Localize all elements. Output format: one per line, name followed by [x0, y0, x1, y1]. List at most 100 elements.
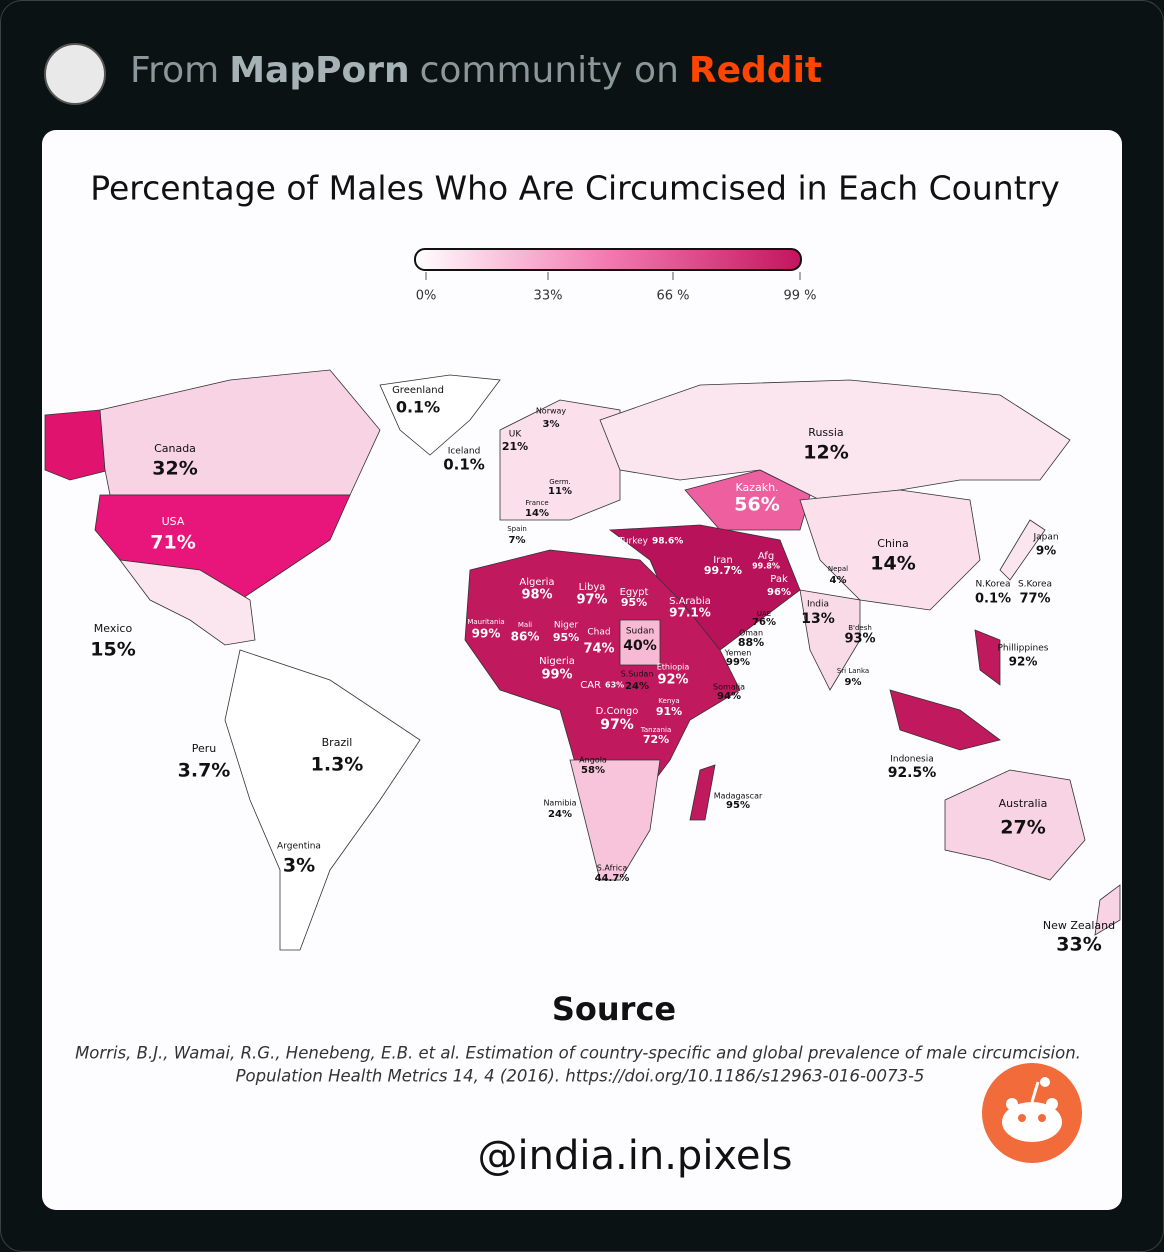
country-name: Iran — [713, 555, 733, 566]
country-name: Libya — [579, 582, 606, 593]
country-value: 15% — [90, 639, 135, 661]
country-name: Kazakh. — [735, 481, 778, 494]
country-value: 96% — [767, 587, 791, 598]
country-value: 14% — [870, 553, 915, 575]
country-value: 9% — [1036, 544, 1056, 558]
country-name: Phillippines — [998, 644, 1049, 654]
header-middle: community on — [419, 50, 679, 91]
country-name: Iceland — [448, 447, 481, 457]
country-name: USA — [162, 515, 185, 528]
country-name: Australia — [999, 797, 1048, 810]
post-card: Percentage of Males Who Are Circumcised … — [42, 130, 1122, 1210]
country-name: Tanzania — [640, 726, 671, 734]
legend-tick-label: 66 % — [656, 289, 689, 304]
country-value: 24% — [548, 809, 572, 820]
country-value: 74% — [583, 642, 614, 657]
country-value: 95% — [553, 631, 579, 644]
country-name: Peru — [192, 742, 217, 755]
reddit-icon[interactable] — [982, 1063, 1082, 1163]
header: From MapPorn community on Reddit — [130, 50, 822, 91]
legend-tick-label: 99 % — [783, 289, 816, 304]
country-name: D.Congo — [596, 706, 639, 717]
country-name: Nigeria — [539, 656, 575, 667]
country-name: Spain — [507, 525, 527, 533]
country-value: 0.1% — [443, 456, 485, 474]
header-prefix: From — [130, 50, 220, 91]
map-image: Percentage of Males Who Are Circumcised … — [44, 169, 1121, 1179]
country-value: 99.7% — [704, 564, 742, 577]
legend-tick-label: 0% — [416, 289, 437, 304]
country-name: Russia — [808, 426, 843, 439]
country-value: 76% — [752, 617, 776, 628]
country-name: Canada — [154, 442, 196, 455]
country-name: India — [807, 600, 829, 610]
country-value: 92% — [1009, 655, 1038, 669]
country-value: 3% — [283, 855, 315, 877]
country-value: 97% — [600, 717, 634, 733]
country-value: 7% — [509, 535, 526, 546]
country-value: 92.5% — [888, 765, 937, 781]
country-name: Somalia — [713, 683, 745, 692]
country-value: 3.7% — [178, 760, 231, 782]
country-value: 12% — [803, 442, 848, 464]
country-name: Norway — [536, 407, 567, 416]
platform-name[interactable]: Reddit — [688, 50, 823, 91]
country-value: 71% — [150, 532, 195, 554]
country-value: 13% — [801, 611, 835, 627]
country-name: Indonesia — [890, 755, 934, 765]
country-value: 86% — [511, 630, 540, 644]
country-name: Pak — [770, 574, 788, 585]
country-value: 77% — [1019, 592, 1050, 607]
country-value: 98.6% — [652, 537, 683, 547]
country-value: 99% — [541, 668, 572, 683]
country-name: Algeria — [519, 577, 554, 588]
country-name: S.Arabia — [669, 596, 711, 607]
source-heading: Source — [552, 990, 676, 1028]
country-name: S.Korea — [1018, 580, 1052, 590]
country-name: Sri Lanka — [837, 667, 869, 675]
country-name: Oman — [739, 629, 763, 638]
community-logo[interactable] — [44, 43, 106, 105]
country-name: UK — [509, 430, 523, 440]
country-name: New Zealand — [1043, 919, 1115, 932]
country-name: Namibia — [543, 799, 576, 808]
country-value: 88% — [738, 636, 764, 649]
country-name: Angola — [579, 756, 607, 765]
country-name: N.Korea — [975, 580, 1010, 590]
country-name: S.Sudan — [621, 670, 654, 679]
country-value: 0.1% — [396, 398, 440, 417]
country-name: France — [525, 499, 548, 507]
country-value: 99% — [472, 627, 501, 641]
country-value: 94% — [717, 691, 741, 702]
country-value: 93% — [844, 632, 875, 647]
country-value: 97.1% — [669, 606, 711, 620]
country-value: 4% — [830, 575, 847, 586]
country-value: 44.7% — [595, 873, 630, 884]
map-title: Percentage of Males Who Are Circumcised … — [90, 169, 1060, 208]
country-name: Mexico — [94, 622, 133, 635]
country-value: 21% — [502, 440, 528, 453]
country-value: 33% — [1056, 934, 1101, 956]
country-name: Sudan — [626, 627, 654, 637]
country-name: Nepal — [828, 565, 848, 573]
country-name: Japan — [1032, 533, 1058, 543]
country-name: Mali — [518, 621, 532, 629]
country-name: Afg — [758, 551, 774, 562]
country-name: Brazil — [322, 736, 353, 749]
country-name: B'desh — [848, 624, 872, 632]
country-name: Greenland — [392, 385, 444, 396]
author-handle: @india.in.pixels — [478, 1133, 793, 1179]
country-name: Madagascar — [714, 792, 763, 801]
country-value: 58% — [581, 765, 605, 776]
country-value: 3% — [543, 419, 560, 430]
country-value: 95% — [726, 800, 750, 811]
country-name: Chad — [587, 628, 610, 638]
citation-line: Morris, B.J., Wamai, R.G., Henebeng, E.B… — [75, 1044, 1081, 1063]
country-name: Mauritania — [467, 618, 504, 626]
country-name: China — [877, 537, 908, 550]
community-name[interactable]: MapPorn — [229, 50, 410, 91]
country-value: 24% — [625, 681, 649, 692]
country-value: 1.3% — [311, 754, 364, 776]
map-shapes — [44, 369, 1121, 951]
country-value: 40% — [623, 638, 657, 654]
